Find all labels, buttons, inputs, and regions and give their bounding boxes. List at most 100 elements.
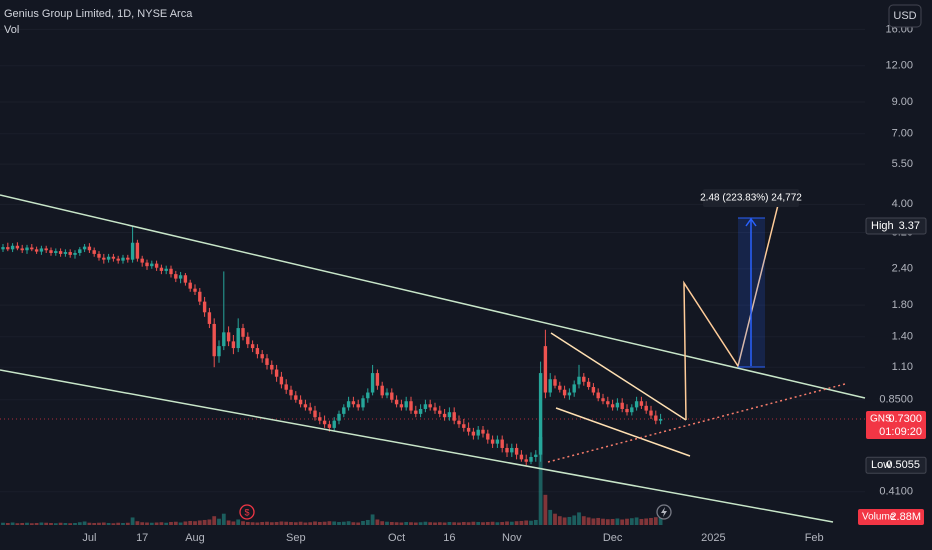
candle-body — [284, 384, 288, 390]
candle-body — [332, 420, 336, 428]
volume-bar — [327, 521, 332, 525]
x-tick-label: 2025 — [701, 532, 725, 544]
drawings: 2.48 (223.83%) 24,772 $ — [0, 189, 866, 523]
volume-bar — [250, 522, 255, 525]
volume-bar — [101, 522, 106, 525]
candle-body — [303, 404, 308, 408]
volume-bar — [519, 520, 524, 525]
volume-bar — [337, 521, 341, 525]
candle-body — [327, 424, 332, 428]
volume-bar — [279, 521, 284, 525]
candle-body — [78, 249, 82, 253]
candle-body — [97, 253, 101, 258]
candle-body — [337, 413, 341, 421]
candle-body — [126, 257, 130, 260]
candle-body — [457, 420, 461, 425]
volume-bar — [505, 521, 509, 525]
volume-bar — [231, 521, 236, 525]
volume-bar — [361, 520, 365, 525]
volume-bar — [15, 523, 20, 525]
candle-body — [154, 263, 159, 268]
volume-tag-label: Volume — [862, 512, 896, 523]
currency-button[interactable] — [888, 4, 922, 28]
candle-body — [49, 250, 53, 253]
volume-bar — [293, 522, 298, 525]
volume-bar — [500, 521, 505, 525]
volume-bar — [538, 437, 543, 525]
candle-body — [404, 401, 408, 408]
volume-bar — [5, 522, 10, 525]
volume-bar — [658, 517, 663, 525]
volume-bar — [346, 521, 351, 525]
volume-bar — [265, 521, 269, 525]
low-tag-bg — [865, 456, 927, 474]
candle-body — [500, 439, 504, 448]
candle-body — [534, 454, 538, 457]
volume-bar — [409, 522, 413, 525]
candle-body — [558, 385, 562, 390]
candle-body — [361, 398, 365, 408]
volume-bar — [188, 520, 193, 525]
candle-body — [82, 246, 87, 250]
candle-body — [510, 447, 514, 453]
volume-bar — [20, 522, 25, 525]
candle-body — [241, 328, 245, 337]
volume-bar — [82, 521, 87, 525]
last-tag-bg — [866, 410, 926, 439]
volume-bar — [269, 522, 274, 525]
x-tick-label: Sep — [286, 532, 306, 544]
low-tag-label: Low — [871, 459, 891, 471]
candle-body — [658, 418, 663, 421]
candle-body — [231, 341, 236, 349]
candle-body — [270, 364, 274, 370]
dividend-icon-glyph: $ — [244, 507, 249, 517]
volume-bar — [332, 521, 337, 525]
volume-bar — [260, 521, 265, 525]
volume-bar — [274, 521, 279, 525]
volume-bar — [154, 522, 159, 525]
candle-body — [212, 323, 216, 357]
volume-bar — [10, 522, 15, 525]
volume-bar — [173, 521, 178, 525]
candle-body — [356, 404, 360, 408]
volume-bar — [87, 522, 92, 525]
high-tag-label: High — [871, 220, 894, 232]
candle-body — [1, 247, 5, 250]
volume-bar — [202, 519, 207, 525]
volume-bar — [197, 520, 202, 525]
candle-body — [10, 245, 15, 250]
candle-body — [346, 401, 351, 408]
candle-body — [198, 291, 202, 302]
candle-body — [274, 369, 279, 377]
candle-body — [178, 275, 183, 279]
candle-layer — [1, 225, 663, 466]
dividend-icon[interactable] — [239, 504, 255, 520]
candle-body — [217, 346, 221, 357]
candle-body — [34, 249, 39, 252]
candle-body — [601, 398, 605, 402]
candle-body — [423, 404, 428, 409]
high-tag-bg — [865, 217, 927, 235]
candle-body — [639, 401, 644, 406]
volume-bar — [399, 522, 404, 525]
candle-body — [394, 399, 399, 405]
candle-body — [6, 247, 10, 250]
volume-bar — [625, 518, 629, 525]
candle-body — [567, 392, 572, 396]
volume-bar — [649, 517, 653, 525]
volume-bar — [485, 521, 490, 525]
candle-body — [289, 389, 293, 396]
candle-body — [481, 429, 485, 434]
last-tag-symbol: GNS — [870, 414, 892, 425]
candle-body — [15, 245, 20, 249]
volume-bar — [380, 521, 385, 525]
volume-bar — [418, 522, 423, 525]
volume-bar — [567, 516, 572, 525]
measure-arrow-head — [745, 217, 757, 227]
currency-label: USD — [893, 10, 916, 22]
candle-body — [63, 252, 68, 254]
volume-bar — [466, 522, 471, 525]
volume-bar — [63, 522, 68, 525]
candle-body — [586, 381, 591, 388]
